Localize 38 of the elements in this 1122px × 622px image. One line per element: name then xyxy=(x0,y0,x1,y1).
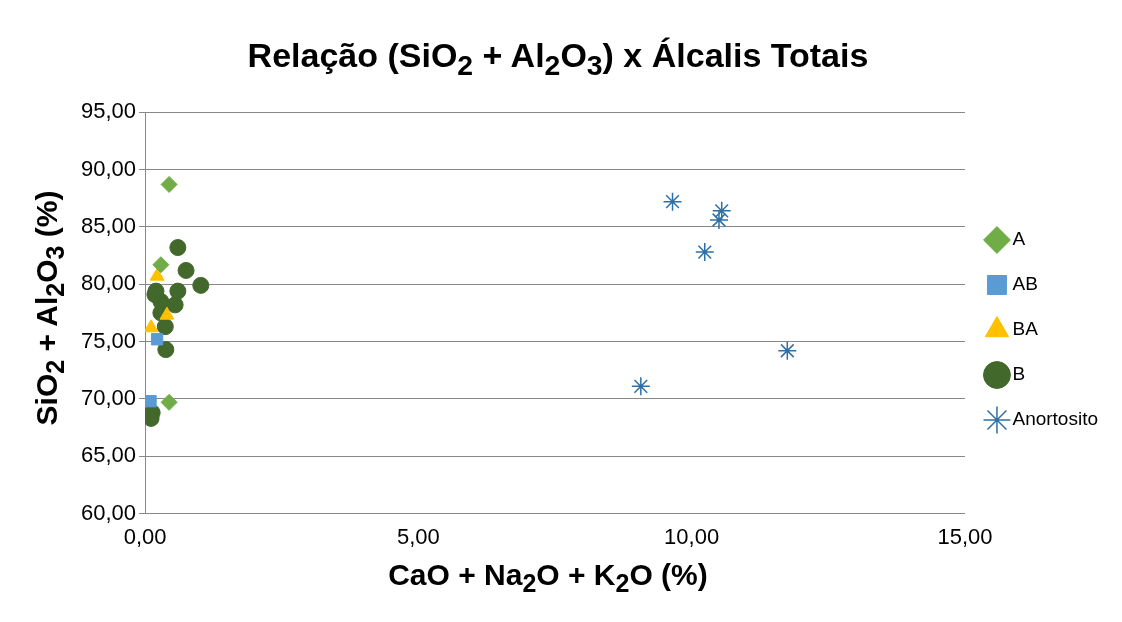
point xyxy=(152,256,170,274)
chart-title: Relação (SiO$_{2}$ + Al$_{2}$O$_{3}$) x Álcalis Totais xyxy=(246,35,870,83)
x-tick-label: 10,00 xyxy=(664,523,720,549)
point xyxy=(157,341,175,359)
point xyxy=(662,191,683,212)
point xyxy=(160,393,178,411)
point xyxy=(160,175,178,193)
y-tick-label: 75,00 xyxy=(80,327,137,353)
point xyxy=(695,242,715,262)
x-axis-title: CaO + Na$_{2}$O + K$_{2}$O (%) xyxy=(387,558,709,598)
point xyxy=(156,318,174,336)
point xyxy=(169,239,187,257)
point xyxy=(166,296,184,314)
y-tick-label: 95,00 xyxy=(80,98,137,124)
y-tick-label: 85,00 xyxy=(80,212,137,238)
point xyxy=(145,319,159,333)
point xyxy=(177,261,195,279)
legend-label: AB xyxy=(1012,273,1038,295)
y-tick-label: 65,00 xyxy=(80,442,137,468)
x-tick-label: 5,00 xyxy=(396,523,440,549)
point xyxy=(711,201,732,221)
legend-label: B xyxy=(1012,363,1026,385)
point xyxy=(709,210,729,230)
point xyxy=(631,376,651,397)
point xyxy=(150,333,164,346)
point xyxy=(777,341,798,361)
point xyxy=(145,395,157,408)
legend-label: BA xyxy=(1012,318,1039,340)
y-tick-label: 60,00 xyxy=(80,499,137,525)
x-tick-label: 15,00 xyxy=(937,523,993,549)
point xyxy=(169,282,187,300)
legend-label: Anortosito xyxy=(1012,408,1098,430)
point xyxy=(192,276,210,294)
legend-label: A xyxy=(1012,228,1026,250)
x-tick-label: 0,00 xyxy=(123,523,167,549)
y-tick-label: 90,00 xyxy=(80,155,137,181)
y-tick-label: 70,00 xyxy=(80,384,137,410)
y-tick-label: 80,00 xyxy=(80,270,137,296)
